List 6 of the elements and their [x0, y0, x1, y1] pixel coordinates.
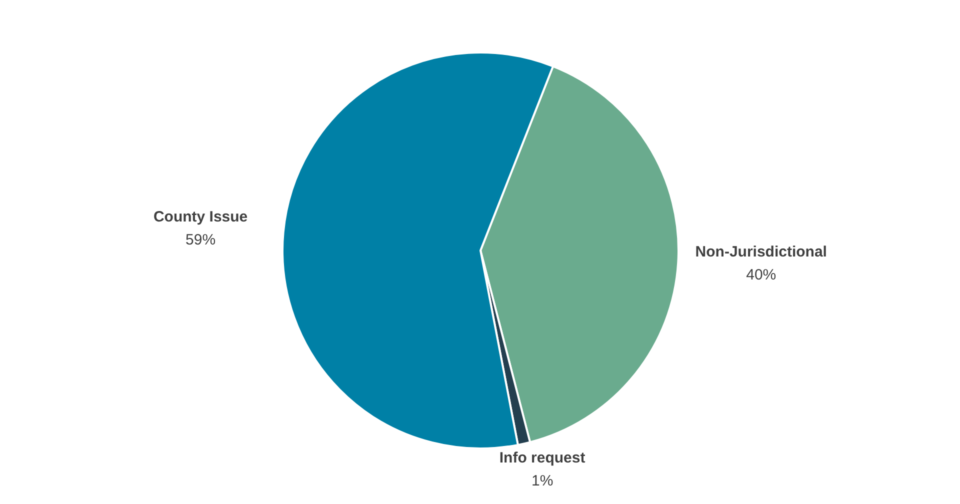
- slice-label: Non-Jurisdictional: [695, 243, 827, 260]
- slice-label: County Issue: [153, 208, 248, 226]
- data-label: 1%: [531, 472, 554, 490]
- data-label: 59%: [186, 232, 216, 249]
- slice-label: Info request: [499, 450, 586, 467]
- data-label: 40%: [746, 266, 776, 284]
